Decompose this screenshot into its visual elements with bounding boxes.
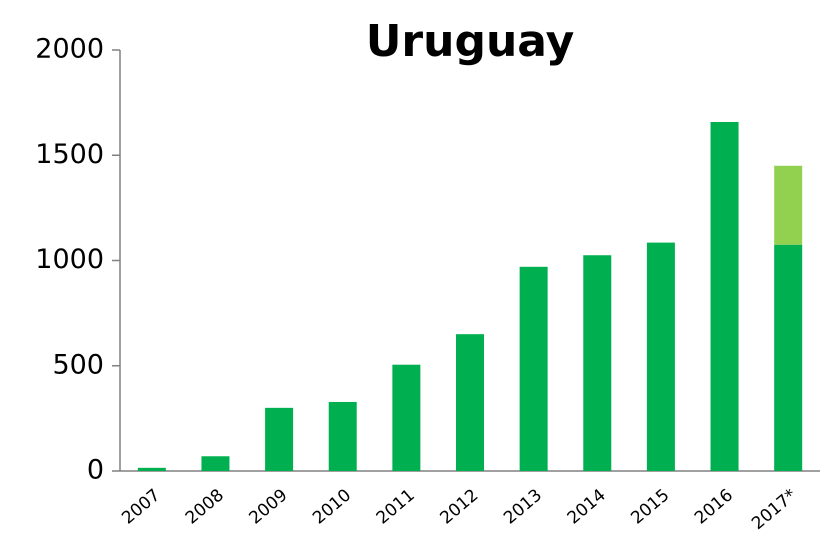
chart-title: Uruguay — [366, 16, 575, 67]
bar-segment — [201, 456, 230, 471]
bar-segment — [583, 255, 612, 471]
x-tick-label: 2016 — [691, 485, 737, 528]
bar-segment — [392, 364, 421, 471]
bar-segment — [519, 266, 548, 471]
bar-segment — [646, 242, 675, 471]
x-tick-label: 2014 — [564, 485, 610, 528]
x-tick-label: 2017* — [748, 485, 801, 534]
bar-segment — [774, 244, 803, 471]
x-tick-label: 2007 — [118, 485, 164, 528]
x-tick-label: 2015 — [627, 485, 673, 528]
bar-segment — [328, 401, 357, 471]
y-tick-label: 1500 — [35, 139, 104, 170]
x-tick-label: 2009 — [246, 485, 292, 528]
x-tick-label: 2011 — [373, 485, 419, 528]
y-tick-label: 500 — [52, 349, 104, 380]
y-tick-label: 0 — [87, 455, 104, 486]
bar-segment — [774, 165, 803, 245]
bar-segment — [456, 334, 484, 471]
x-tick-label: 2013 — [500, 485, 546, 528]
x-tick-label: 2012 — [436, 485, 482, 528]
y-tick-label: 1000 — [35, 244, 104, 275]
x-tick-label: 2008 — [182, 485, 228, 528]
bar-segment — [265, 407, 294, 471]
bar-segment — [137, 467, 166, 471]
y-tick-label: 2000 — [35, 34, 104, 65]
bar-segment — [710, 121, 739, 471]
x-tick-label: 2010 — [309, 485, 355, 528]
